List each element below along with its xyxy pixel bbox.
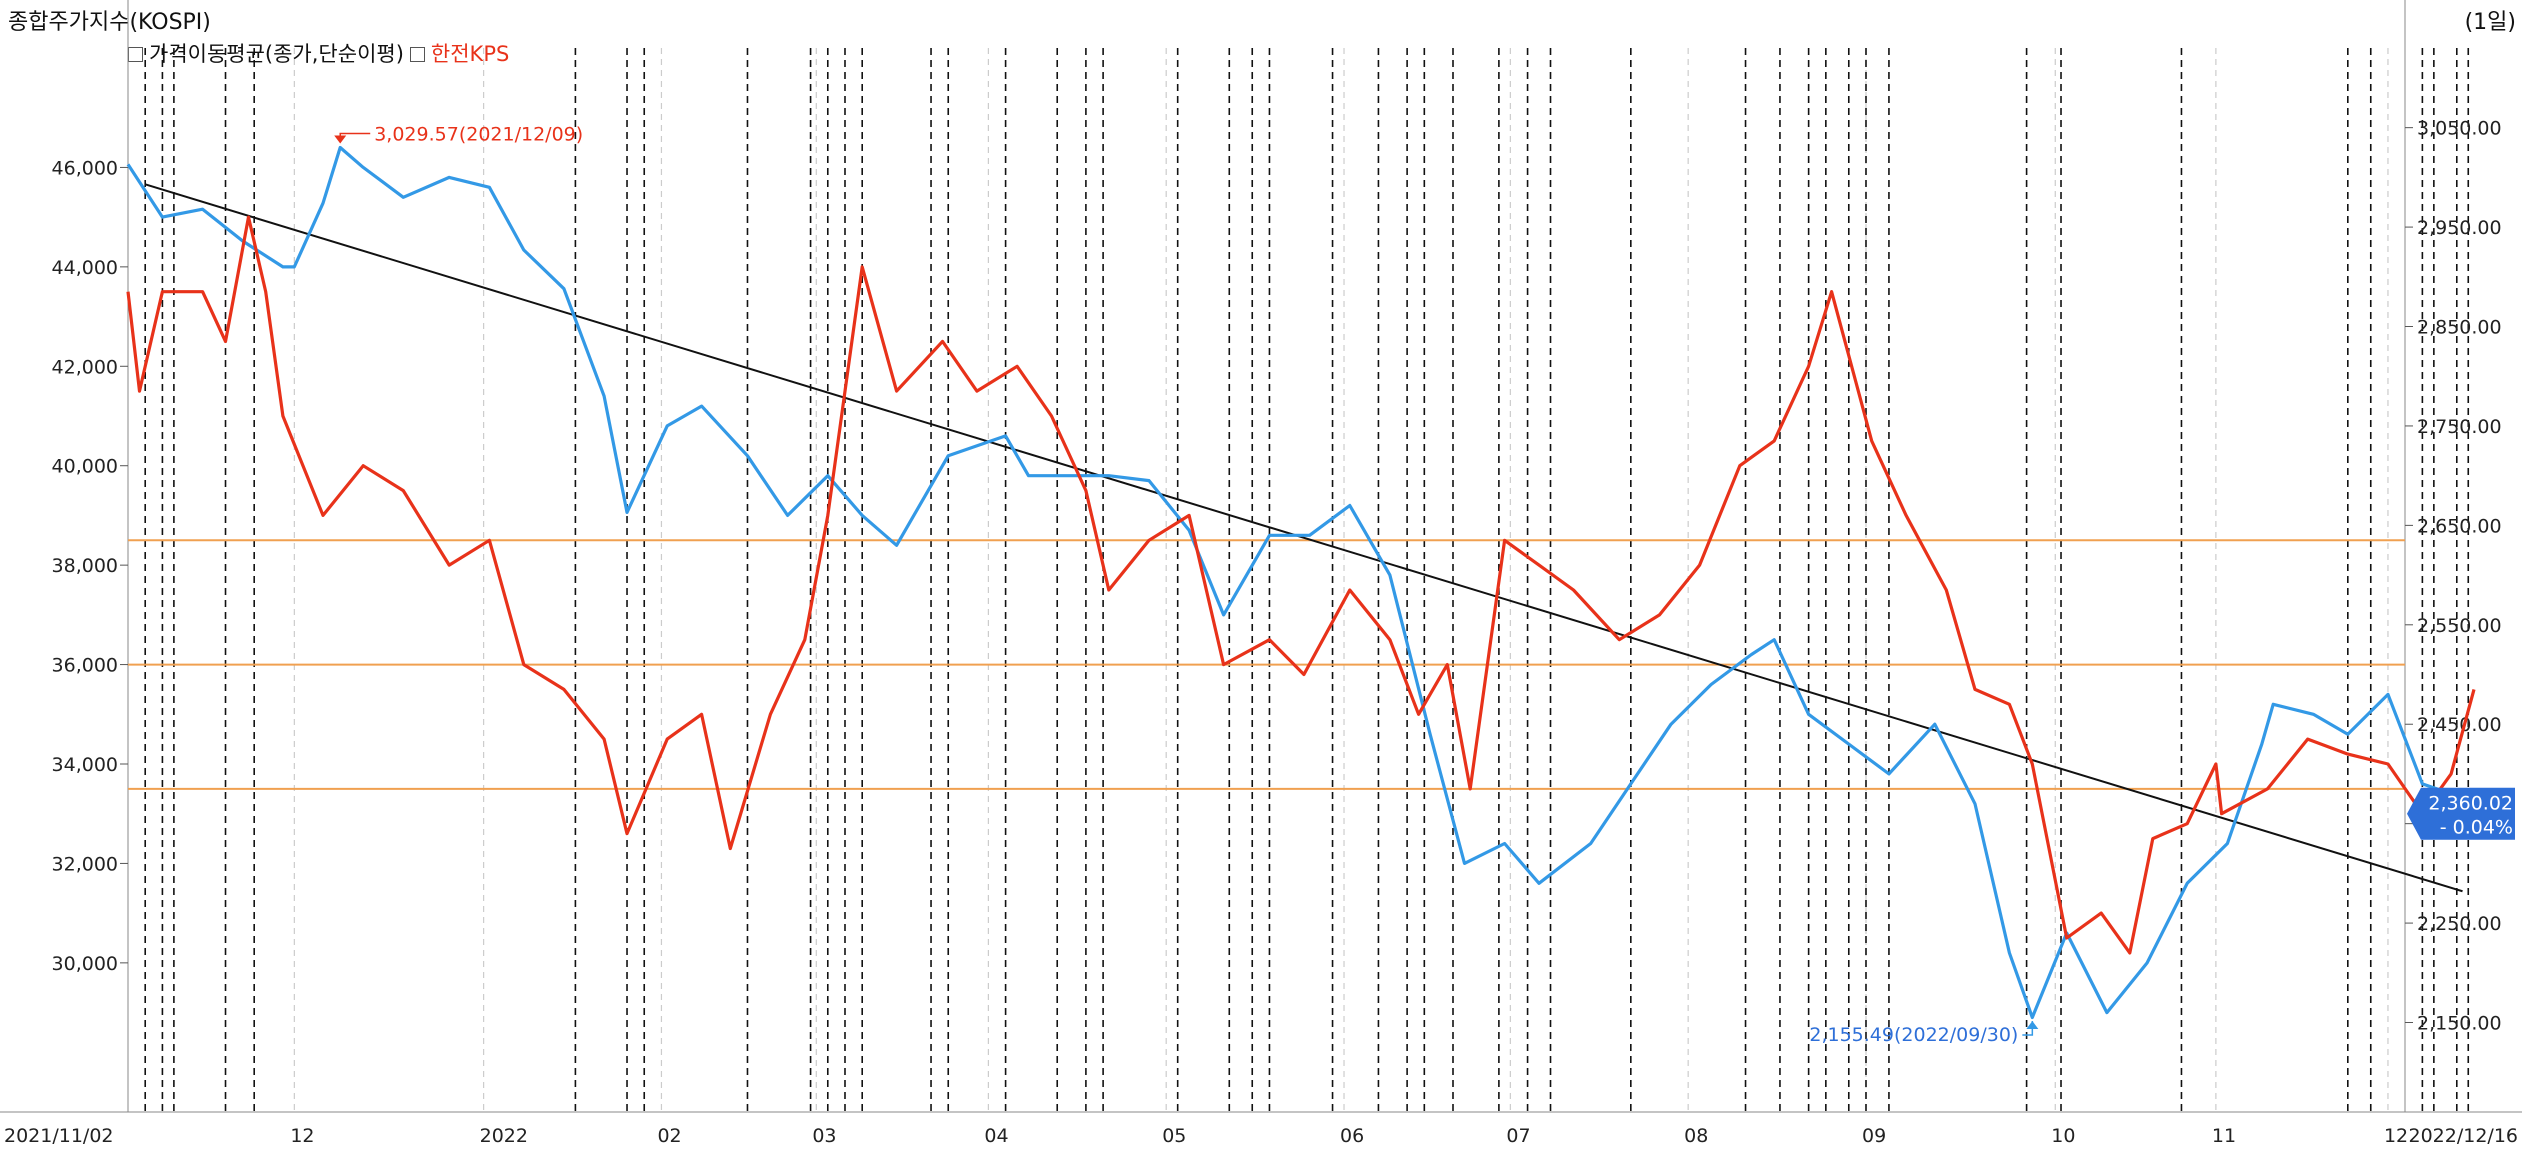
left-tick-label: 34,000: [52, 754, 118, 776]
current-value-label: 2,360.02: [2428, 793, 2513, 815]
checkbox-icon[interactable]: [409, 46, 425, 62]
x-tick-label: 12: [290, 1125, 314, 1147]
x-tick-label: 08: [1684, 1125, 1708, 1147]
current-change-label: - 0.04%: [2440, 817, 2513, 839]
left-tick-label: 42,000: [52, 356, 118, 378]
period-label: (1일): [2464, 10, 2516, 35]
legend-ma-label: 가격이동평균(종가,단순이평): [149, 42, 404, 66]
x-tick-label: 2022: [480, 1125, 528, 1147]
left-tick-label: 44,000: [52, 257, 118, 279]
left-tick-label: 38,000: [52, 555, 118, 577]
left-tick-label: 46,000: [52, 157, 118, 179]
right-tick-label: 2,250.00: [2417, 913, 2502, 935]
x-tick-label: 09: [1862, 1125, 1886, 1147]
trend-line: [144, 183, 2463, 893]
left-tick-label: 36,000: [52, 655, 118, 677]
x-tick-label: 10: [2051, 1125, 2075, 1147]
legend: 가격이동평균(종가,단순이평) 한전KPS: [128, 38, 509, 68]
x-tick-label: 07: [1506, 1125, 1530, 1147]
x-tick-label: 02: [657, 1125, 681, 1147]
x-tick-label: 06: [1340, 1125, 1364, 1147]
right-tick-label: 3,050.00: [2417, 118, 2502, 140]
right-tick-label: 2,750.00: [2417, 416, 2502, 438]
right-tick-label: 2,450.00: [2417, 714, 2502, 736]
annotation-high-label: 3,029.57(2021/12/09): [374, 124, 583, 146]
x-tick-label: 11: [2212, 1125, 2236, 1147]
annotation-arrow-icon: [2026, 1021, 2039, 1030]
left-tick-label: 32,000: [52, 853, 118, 875]
left-tick-label: 30,000: [52, 953, 118, 975]
right-tick-label: 2,650.00: [2417, 515, 2502, 537]
kospi-line: [126, 145, 2476, 1020]
right-tick-label: 2,950.00: [2417, 217, 2502, 239]
chart-title: 종합주가지수(KOSPI): [8, 10, 211, 35]
current-value-badge: [2407, 787, 2515, 840]
x-tick-label: 12: [2384, 1125, 2408, 1147]
kps-line: [126, 215, 2476, 955]
x-tick-label: 2022/12/16: [2408, 1125, 2518, 1147]
x-tick-label: 2021/11/02: [4, 1125, 114, 1147]
left-tick-label: 40,000: [52, 456, 118, 478]
right-tick-label: 2,150.00: [2417, 1013, 2502, 1035]
x-tick-label: 05: [1162, 1125, 1186, 1147]
x-tick-label: 04: [984, 1125, 1008, 1147]
x-tick-label: 03: [812, 1125, 836, 1147]
right-tick-label: 2,550.00: [2417, 615, 2502, 637]
right-tick-label: 2,850.00: [2417, 317, 2502, 339]
annotation-low-label: 2,155.49(2022/09/30): [1809, 1024, 2018, 1046]
legend-kps-label: 한전KPS: [430, 42, 510, 66]
annotation-arrow-icon: [334, 135, 347, 144]
